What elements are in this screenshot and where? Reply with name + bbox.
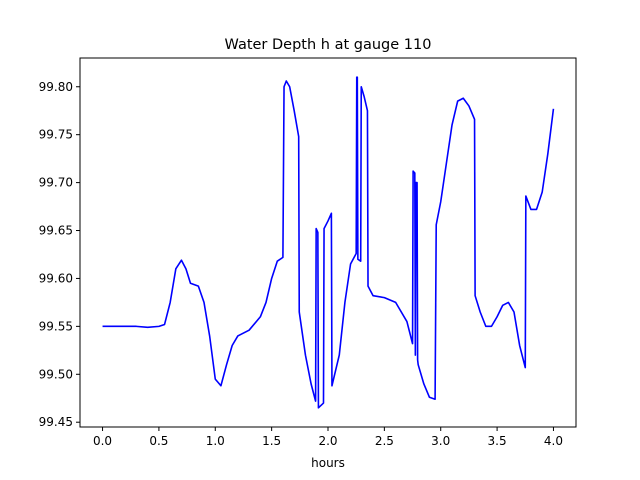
- y-tick-label: 99.70: [39, 176, 73, 190]
- y-tick-label: 99.50: [39, 367, 73, 381]
- y-tick-label: 99.75: [39, 128, 73, 142]
- x-tick-label: 1.5: [262, 434, 281, 448]
- x-axis: 0.0 0.5 1.0 1.5 2.0 2.5 3.0 3.5 4.0: [93, 427, 563, 448]
- y-tick-label: 99.80: [39, 80, 73, 94]
- y-tick-label: 99.65: [39, 224, 73, 238]
- x-tick-label: 4.0: [544, 434, 563, 448]
- y-tick-label: 99.55: [39, 319, 73, 333]
- x-tick-label: 0.0: [93, 434, 112, 448]
- x-axis-label: hours: [311, 456, 345, 470]
- x-tick-label: 3.5: [488, 434, 507, 448]
- x-tick-label: 2.5: [375, 434, 394, 448]
- x-tick-label: 2.0: [318, 434, 337, 448]
- y-axis: 99.45 99.50 99.55 99.60 99.65 99.70 99.75 99.80: [39, 80, 80, 429]
- series-line-0: [102, 76, 555, 409]
- y-tick-label: 99.60: [39, 271, 73, 285]
- chart-title: Water Depth h at gauge 110: [225, 37, 432, 53]
- x-tick-label: 0.5: [149, 434, 168, 448]
- x-tick-label: 3.0: [431, 434, 450, 448]
- x-tick-label: 1.0: [206, 434, 225, 448]
- y-tick-label: 99.45: [39, 415, 73, 429]
